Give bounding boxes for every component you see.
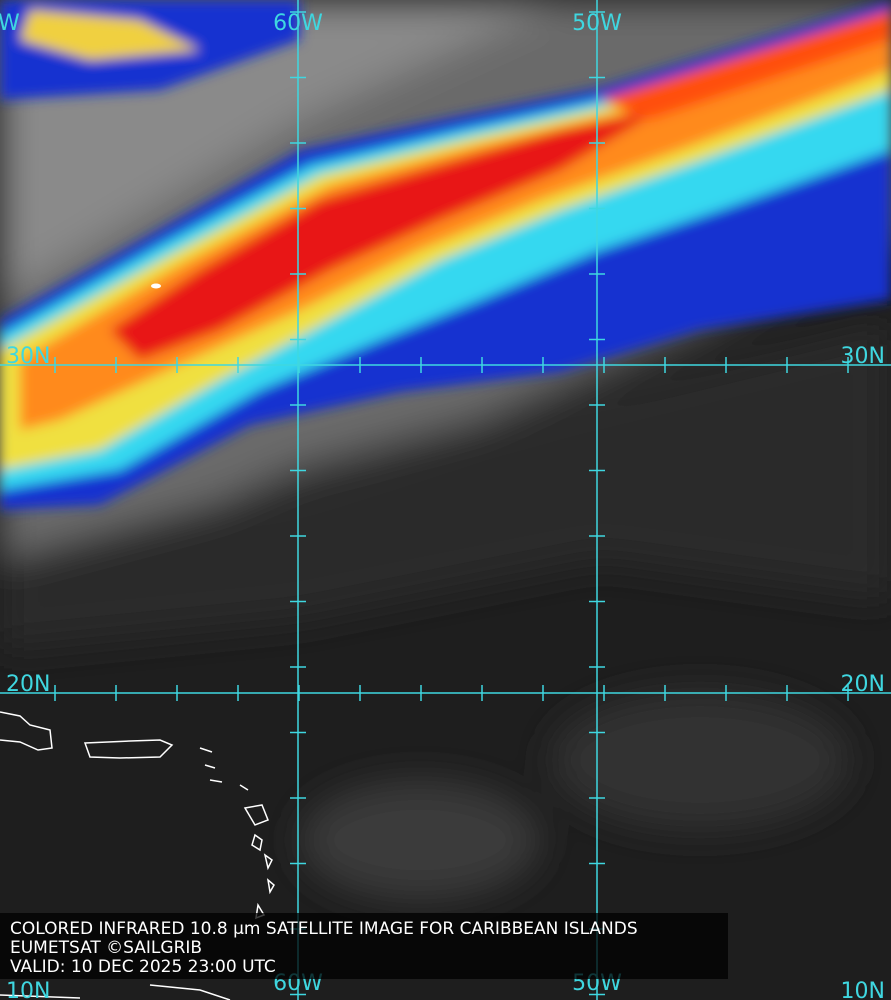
cloud-band bbox=[0, 0, 891, 510]
graticule-ticks bbox=[54, 11, 849, 996]
caption-line: COLORED INFRARED 10.8 µm SATELLITE IMAGE… bbox=[10, 919, 638, 939]
grid-label: 30N bbox=[6, 344, 50, 369]
grid-label: 50W bbox=[572, 11, 622, 36]
grid-label: W bbox=[0, 11, 20, 36]
grid-label: 30N bbox=[841, 344, 885, 369]
caption-band bbox=[0, 913, 728, 979]
islands bbox=[0, 711, 275, 1000]
grid-label: 10N bbox=[841, 979, 885, 1000]
cloud-spot bbox=[151, 283, 161, 289]
grid-label: 10N bbox=[6, 979, 50, 1000]
grid-label: 20N bbox=[841, 672, 885, 697]
caption-line: EUMETSAT ©SAILGRIB bbox=[10, 938, 202, 958]
grid-label: 60W bbox=[273, 11, 323, 36]
grid-label: 20N bbox=[6, 672, 50, 697]
caption-line: VALID: 10 DEC 2025 23:00 UTC bbox=[10, 957, 276, 977]
